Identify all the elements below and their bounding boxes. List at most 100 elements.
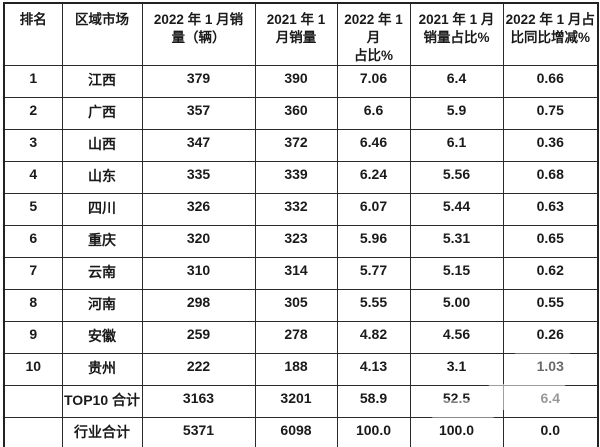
value-cell: 5.96	[336, 225, 411, 258]
value-cell: 1.03	[502, 353, 599, 386]
column-header: 区域市场	[61, 2, 143, 66]
value-cell: 7.06	[336, 65, 411, 98]
value-cell: 0.36	[502, 129, 599, 162]
rank-cell: 4	[3, 161, 63, 194]
value-cell: 5.77	[336, 257, 411, 290]
value-cell: 0.62	[502, 257, 599, 290]
value-cell: 372	[254, 129, 338, 162]
value-cell: 100.0	[336, 417, 411, 447]
region-cell: 山西	[61, 129, 143, 162]
value-cell: 335	[141, 161, 256, 194]
table-row: 1 江西 379 390 7.06 6.4 0.66	[3, 65, 599, 98]
value-cell: 332	[254, 193, 338, 226]
value-cell: 188	[254, 353, 338, 386]
value-cell: 0.55	[502, 289, 599, 322]
region-cell: 云南	[61, 257, 143, 290]
value-cell: 0.63	[502, 193, 599, 226]
value-cell: 298	[141, 289, 256, 322]
table-row: 4 山东 335 339 6.24 5.56 0.68	[3, 161, 599, 194]
column-header: 2021 年 1 月 销量占比%	[409, 2, 504, 66]
table-row: 5 四川 326 332 6.07 5.44 0.63	[3, 193, 599, 226]
value-cell: 5.55	[336, 289, 411, 322]
column-header: 2021 年 1 月销量	[254, 2, 338, 66]
value-cell: 6.6	[336, 97, 411, 130]
value-cell: 390	[254, 65, 338, 98]
value-cell: 4.13	[336, 353, 411, 386]
rank-cell: 10	[3, 353, 63, 386]
value-cell: 360	[254, 97, 338, 130]
table-row: TOP10 合计 3163 3201 58.9 52.5 6.4	[3, 385, 599, 418]
value-cell: 347	[141, 129, 256, 162]
value-cell: 0.65	[502, 225, 599, 258]
sales-table: 排名 区域市场 2022 年 1 月销 量（辆） 2021 年 1 月销量 2022 年…	[3, 2, 599, 447]
region-cell: 河南	[61, 289, 143, 322]
table-row: 3 山西 347 372 6.46 6.1 0.36	[3, 129, 599, 162]
rank-cell: 6	[3, 225, 63, 258]
value-cell: 5.15	[409, 257, 504, 290]
value-cell: 6.1	[409, 129, 504, 162]
rank-cell: 1	[3, 65, 63, 98]
value-cell: 0.75	[502, 97, 599, 130]
value-cell: 259	[141, 321, 256, 354]
value-cell: 6.07	[336, 193, 411, 226]
region-cell: 山东	[61, 161, 143, 194]
value-cell: 323	[254, 225, 338, 258]
region-cell: 广西	[61, 97, 143, 130]
value-cell: 0.66	[502, 65, 599, 98]
value-cell: 6.4	[502, 385, 599, 418]
region-cell: 四川	[61, 193, 143, 226]
value-cell: 3.1	[409, 353, 504, 386]
table-body: 1 江西 379 390 7.06 6.4 0.66 2 广西 357 360 6.6 5.9 0.75 3…	[3, 65, 599, 447]
value-cell: 339	[254, 161, 338, 194]
table-row: 行业合计 5371 6098 100.0 100.0 0.0	[3, 417, 599, 447]
value-cell: 4.56	[409, 321, 504, 354]
value-cell: 3163	[141, 385, 256, 418]
value-cell: 5371	[141, 417, 256, 447]
value-cell: 5.00	[409, 289, 504, 322]
value-cell: 310	[141, 257, 256, 290]
value-cell: 6.46	[336, 129, 411, 162]
table-row: 2 广西 357 360 6.6 5.9 0.75	[3, 97, 599, 130]
table-row: 10 贵州 222 188 4.13 3.1 1.03	[3, 353, 599, 386]
value-cell: 6098	[254, 417, 338, 447]
table-row: 9 安徽 259 278 4.82 4.56 0.26	[3, 321, 599, 354]
value-cell: 3201	[254, 385, 338, 418]
rank-cell: 5	[3, 193, 63, 226]
value-cell: 379	[141, 65, 256, 98]
rank-cell: 2	[3, 97, 63, 130]
region-cell: 安徽	[61, 321, 143, 354]
value-cell: 222	[141, 353, 256, 386]
value-cell: 5.56	[409, 161, 504, 194]
rank-cell: 9	[3, 321, 63, 354]
value-cell: 278	[254, 321, 338, 354]
value-cell: 5.44	[409, 193, 504, 226]
value-cell: 58.9	[336, 385, 411, 418]
rank-cell	[3, 385, 63, 418]
rank-cell: 7	[3, 257, 63, 290]
column-header: 排名	[3, 2, 63, 66]
value-cell: 0.26	[502, 321, 599, 354]
value-cell: 5.9	[409, 97, 504, 130]
table-row: 7 云南 310 314 5.77 5.15 0.62	[3, 257, 599, 290]
column-header: 2022 年 1 月占 比同比增减%	[502, 2, 599, 66]
region-cell: 江西	[61, 65, 143, 98]
value-cell: 100.0	[409, 417, 504, 447]
region-cell: TOP10 合计	[61, 385, 143, 418]
rank-cell: 8	[3, 289, 63, 322]
table-row: 8 河南 298 305 5.55 5.00 0.55	[3, 289, 599, 322]
column-header: 2022 年 1 月 占比%	[336, 2, 411, 66]
value-cell: 314	[254, 257, 338, 290]
value-cell: 320	[141, 225, 256, 258]
value-cell: 6.4	[409, 65, 504, 98]
table-row: 6 重庆 320 323 5.96 5.31 0.65	[3, 225, 599, 258]
region-cell: 重庆	[61, 225, 143, 258]
column-header: 2022 年 1 月销 量（辆）	[141, 2, 256, 66]
region-cell: 行业合计	[61, 417, 143, 447]
value-cell: 5.31	[409, 225, 504, 258]
value-cell: 357	[141, 97, 256, 130]
header-row: 排名 区域市场 2022 年 1 月销 量（辆） 2021 年 1 月销量 2022 年…	[3, 2, 599, 66]
value-cell: 0.68	[502, 161, 599, 194]
value-cell: 4.82	[336, 321, 411, 354]
value-cell: 0.0	[502, 417, 599, 447]
